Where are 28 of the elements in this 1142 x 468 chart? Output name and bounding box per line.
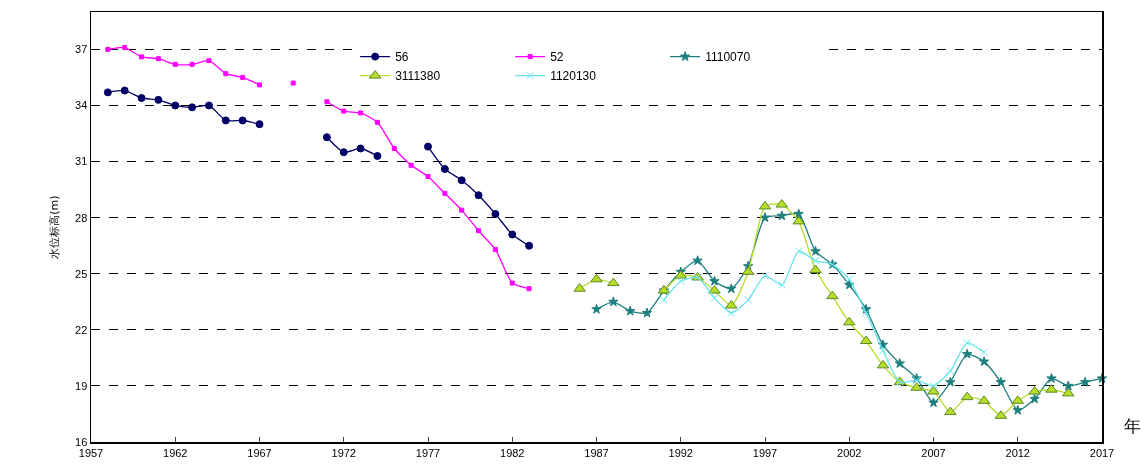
x-tick-label: 1957 <box>78 446 104 459</box>
legend-label: 52 <box>550 50 564 65</box>
y-tick-label: 34 <box>75 99 88 112</box>
x-tick-label: 2002 <box>837 446 862 459</box>
y-tick-label: 19 <box>75 379 88 392</box>
x-tick-label: 1997 <box>752 446 778 459</box>
legend-label: 3111380 <box>395 69 441 84</box>
y-tick-label: 25 <box>75 267 88 280</box>
legend-label: 56 <box>395 50 409 65</box>
y-tick-label: 28 <box>75 211 88 224</box>
x-tick-label: 1967 <box>247 446 272 459</box>
x-tick-label: 2017 <box>1089 446 1115 459</box>
legend-label: 1110070 <box>705 50 751 65</box>
y-tick-label: 22 <box>75 323 88 336</box>
x-tick-label: 1977 <box>415 446 441 459</box>
y-tick-label: 31 <box>75 155 88 168</box>
y-tick-label: 16 <box>75 435 88 448</box>
x-tick-label: 1972 <box>331 446 356 459</box>
legend-label: 1120130 <box>550 69 597 84</box>
x-tick-label: 1982 <box>500 446 525 459</box>
x-tick-label: 2012 <box>1005 446 1030 459</box>
x-tick-label: 1987 <box>584 446 609 459</box>
y-tick-label: 37 <box>75 43 88 56</box>
x-tick-label: 1962 <box>163 446 188 459</box>
x-tick-label: 1992 <box>668 446 693 459</box>
x-axis-title: 年 <box>1124 416 1141 436</box>
x-tick-label: 2007 <box>921 446 946 459</box>
y-axis-title: 水位标高(m) <box>47 195 61 259</box>
